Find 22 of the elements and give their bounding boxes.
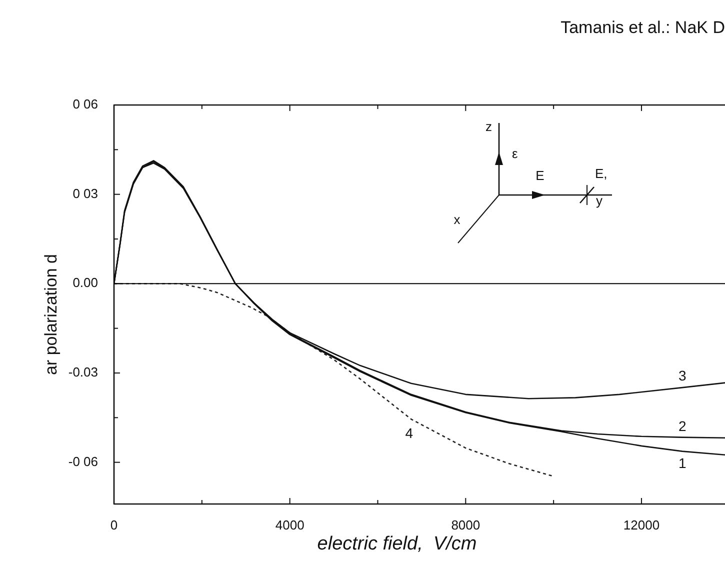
y-tick-label: 0 06 (72, 96, 98, 112)
y-tick-label: 0.00 (72, 275, 98, 290)
x-axis-title: electric field, V/cm (317, 533, 477, 554)
y-tick-label: -0 06 (68, 454, 98, 469)
x-tick-label: 0 (110, 517, 118, 532)
y-tick-label: 0 03 (72, 186, 98, 201)
annotation: E, (595, 166, 608, 181)
y-tick-label: -0.03 (68, 364, 98, 380)
x-tick-label: 8000 (451, 517, 480, 532)
series-label: 1 (678, 455, 686, 472)
annotation: z (486, 119, 492, 134)
series-label: 2 (678, 418, 686, 434)
annotation: y (596, 193, 603, 208)
y-axis-title: ar polarization d (42, 254, 61, 375)
series-label: 4 (405, 424, 414, 441)
annotation: E (536, 168, 545, 183)
annotation: ε (512, 146, 518, 161)
x-tick-label: 12000 (623, 517, 660, 532)
series-label: 3 (678, 367, 686, 384)
annotation: x (454, 212, 461, 227)
chart-title: Tamanis et al.: NaK D (560, 18, 725, 38)
x-tick-label: 4000 (275, 517, 304, 532)
